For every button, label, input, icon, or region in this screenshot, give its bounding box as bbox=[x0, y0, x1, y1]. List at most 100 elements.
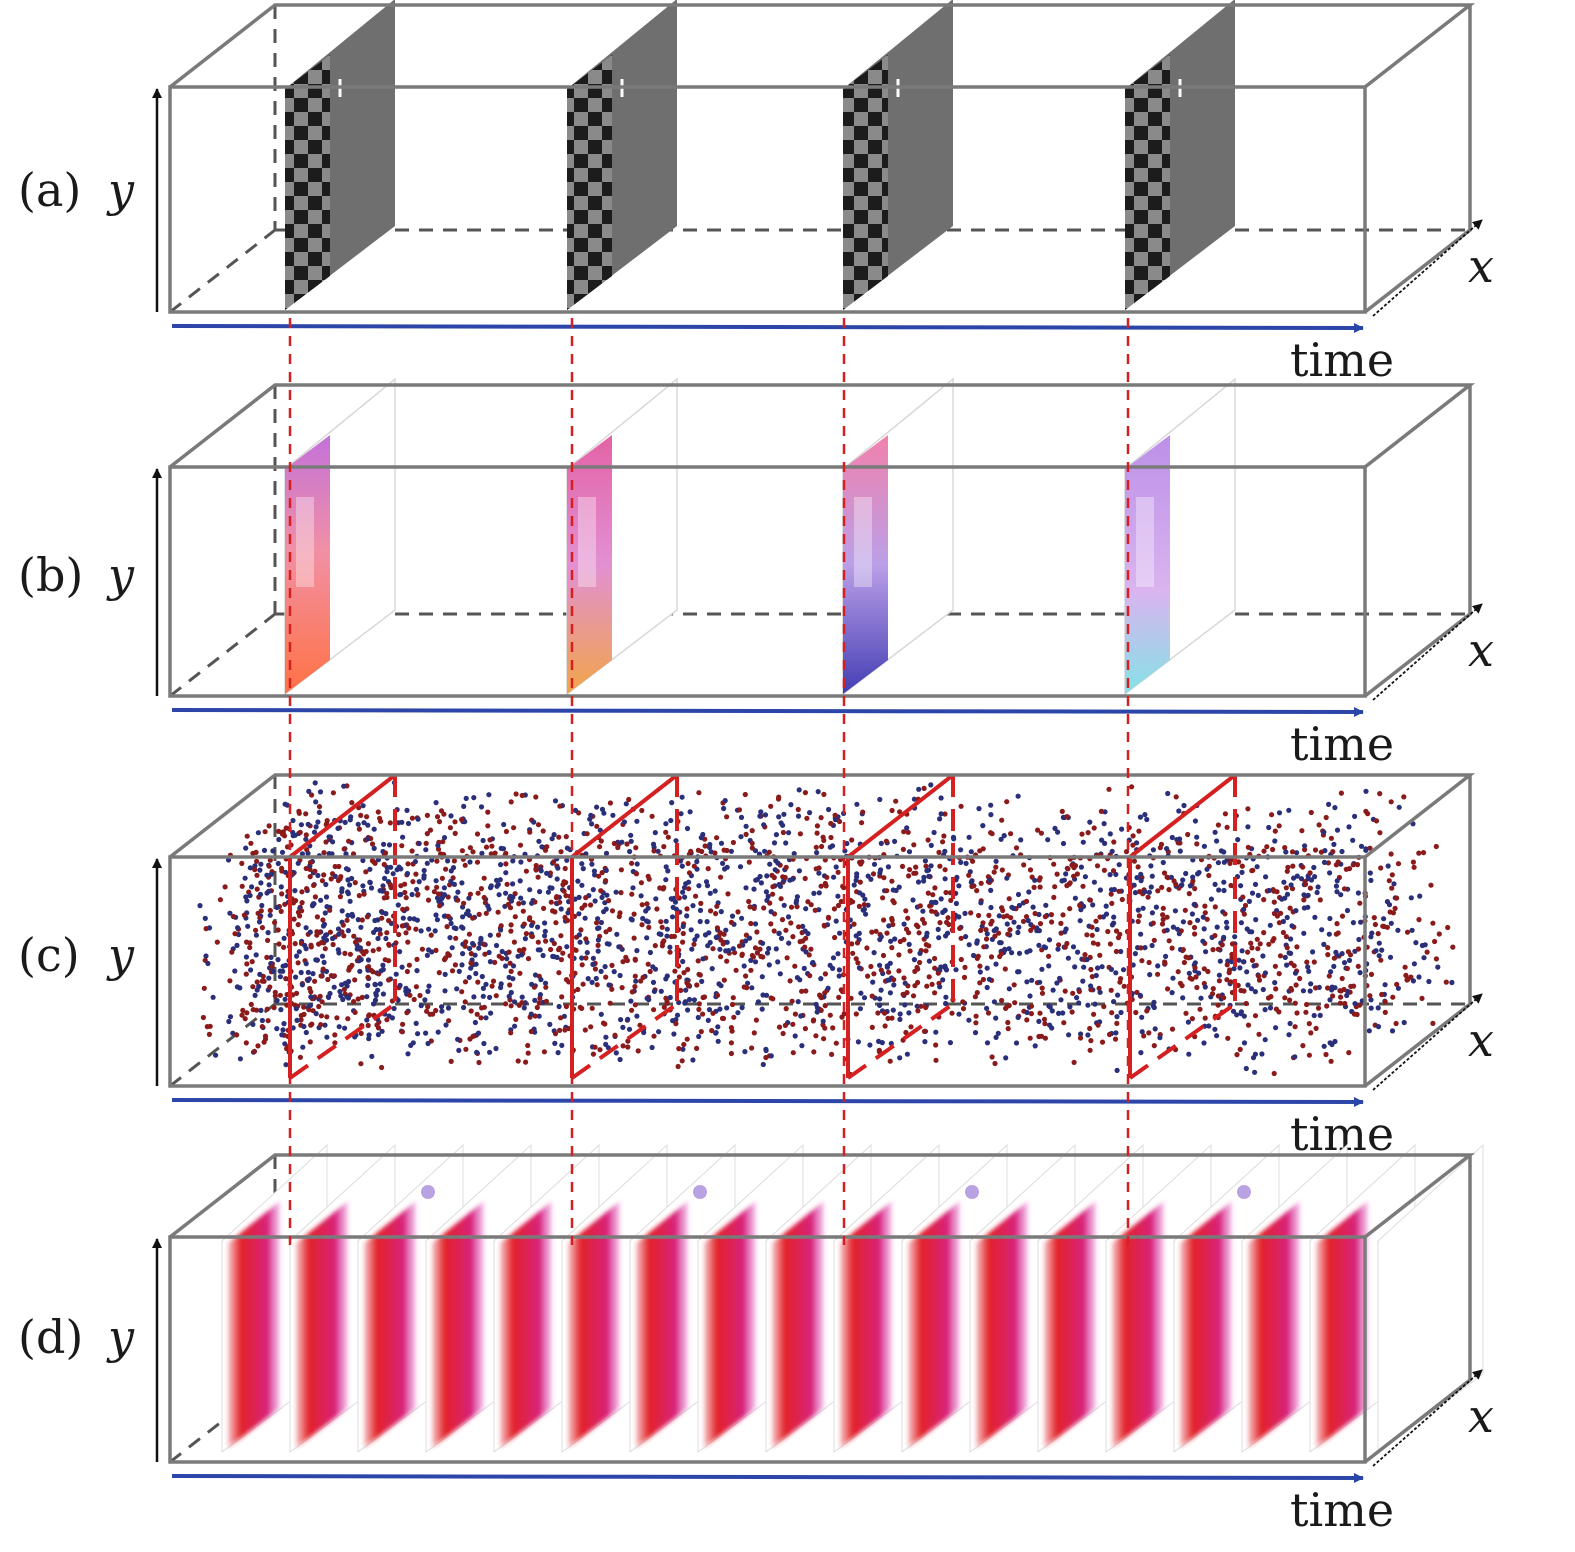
event-point bbox=[1286, 1032, 1292, 1038]
event-point bbox=[750, 954, 757, 960]
event-point bbox=[519, 994, 525, 1000]
event-point bbox=[255, 1043, 261, 1049]
event-point bbox=[765, 893, 771, 900]
event-point bbox=[343, 851, 349, 857]
event-point bbox=[1266, 824, 1272, 831]
event-point bbox=[346, 838, 352, 844]
event-point bbox=[483, 910, 489, 916]
event-point bbox=[292, 888, 298, 894]
event-point bbox=[1194, 834, 1200, 840]
event-point bbox=[508, 928, 514, 934]
event-point bbox=[988, 954, 995, 960]
event-point bbox=[237, 1056, 243, 1062]
event-point bbox=[978, 927, 984, 934]
event-point bbox=[542, 920, 548, 926]
event-point bbox=[493, 993, 499, 999]
event-point bbox=[364, 814, 370, 820]
event-point bbox=[1285, 864, 1291, 870]
event-point bbox=[718, 840, 725, 846]
event-point bbox=[480, 837, 486, 844]
event-point bbox=[1149, 942, 1155, 949]
event-point bbox=[1059, 808, 1065, 815]
event-point bbox=[503, 1001, 509, 1007]
event-point bbox=[254, 886, 260, 892]
event-point bbox=[355, 946, 361, 952]
event-point bbox=[1255, 892, 1261, 899]
event-point bbox=[1054, 871, 1060, 877]
event-point bbox=[611, 840, 618, 847]
event-point bbox=[1380, 923, 1386, 929]
event-point bbox=[1250, 867, 1256, 873]
event-point bbox=[943, 889, 949, 896]
frame-color-map bbox=[567, 435, 612, 694]
event-point bbox=[235, 925, 241, 931]
event-point bbox=[508, 922, 514, 928]
event-point bbox=[399, 843, 405, 849]
event-point bbox=[297, 829, 303, 836]
event-point bbox=[449, 968, 456, 974]
event-point bbox=[699, 978, 705, 985]
event-point bbox=[1366, 1028, 1372, 1034]
event-point bbox=[1389, 872, 1395, 878]
event-point bbox=[1190, 878, 1196, 884]
event-point bbox=[1157, 1035, 1163, 1041]
event-point bbox=[493, 942, 500, 949]
event-point bbox=[974, 938, 980, 944]
event-point bbox=[629, 860, 635, 866]
event-point bbox=[796, 868, 803, 874]
event-point bbox=[298, 969, 304, 976]
event-point bbox=[434, 917, 440, 923]
event-point bbox=[1202, 910, 1208, 916]
event-point bbox=[937, 816, 943, 822]
event-point bbox=[583, 955, 589, 961]
event-point bbox=[504, 956, 510, 962]
event-point bbox=[974, 990, 980, 996]
event-point bbox=[696, 971, 702, 977]
event-point bbox=[556, 946, 562, 952]
event-point bbox=[657, 885, 663, 891]
event-point bbox=[1166, 938, 1172, 944]
event-point bbox=[572, 807, 579, 814]
event-point bbox=[267, 912, 273, 918]
event-point bbox=[1268, 994, 1274, 1000]
event-point bbox=[984, 965, 990, 971]
event-point bbox=[382, 850, 389, 856]
event-point bbox=[1339, 913, 1346, 919]
event-point bbox=[810, 1018, 817, 1024]
event-point bbox=[672, 968, 678, 974]
event-point bbox=[1023, 898, 1030, 905]
event-point bbox=[470, 915, 476, 921]
event-point bbox=[1009, 950, 1015, 956]
event-point bbox=[373, 990, 379, 996]
event-point bbox=[421, 873, 427, 879]
event-point bbox=[584, 831, 590, 837]
event-point bbox=[816, 890, 822, 896]
event-point bbox=[551, 859, 557, 865]
event-point bbox=[441, 892, 448, 898]
event-point bbox=[516, 901, 522, 907]
event-point bbox=[886, 923, 892, 929]
event-point bbox=[1312, 914, 1318, 920]
event-point bbox=[426, 926, 432, 932]
event-point bbox=[303, 925, 309, 931]
event-point bbox=[532, 1013, 538, 1019]
event-point bbox=[558, 957, 565, 963]
event-point bbox=[1018, 837, 1024, 843]
event-point bbox=[896, 884, 902, 890]
event-point bbox=[869, 929, 875, 935]
event-point bbox=[696, 1006, 702, 1013]
event-point bbox=[1426, 978, 1432, 985]
event-point bbox=[575, 986, 581, 993]
event-point bbox=[619, 839, 625, 845]
event-point bbox=[1085, 1002, 1091, 1008]
event-point bbox=[1323, 1051, 1329, 1058]
event-point bbox=[984, 931, 990, 937]
event-point bbox=[1315, 884, 1321, 890]
event-point bbox=[903, 1029, 909, 1036]
event-point bbox=[724, 847, 730, 854]
event-point bbox=[351, 999, 357, 1005]
event-point bbox=[335, 825, 341, 832]
event-point bbox=[811, 1049, 817, 1055]
event-point bbox=[610, 812, 616, 818]
event-point bbox=[313, 799, 319, 805]
